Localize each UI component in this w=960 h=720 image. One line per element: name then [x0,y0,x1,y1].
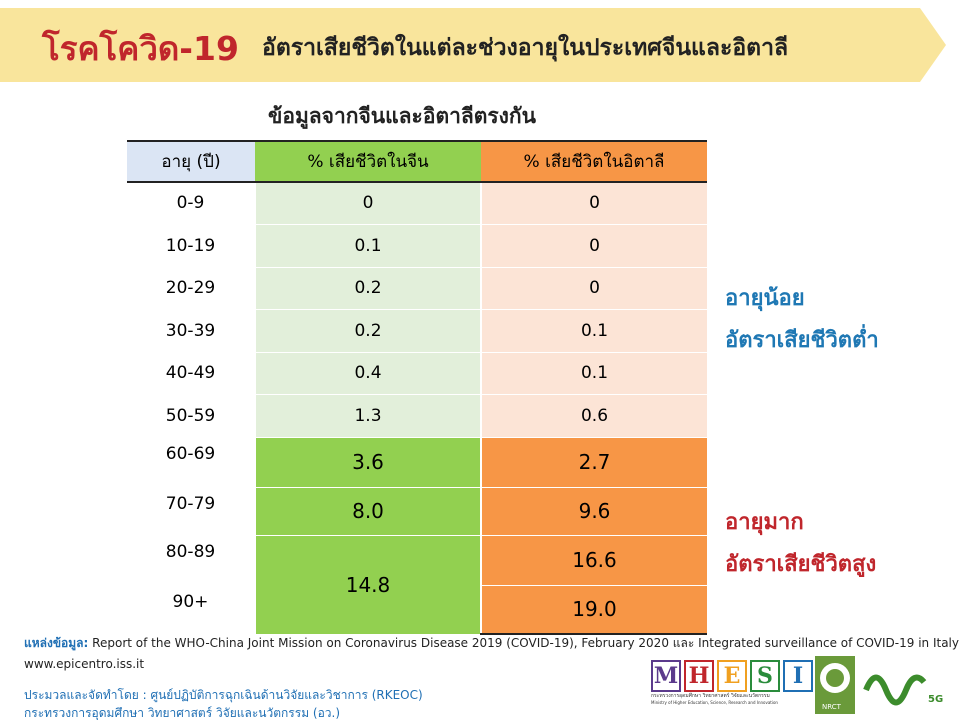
logo-letter: S [750,660,780,692]
note: อัตราเสียชีวิตสูง [725,552,877,577]
logo-letter: M [651,660,681,692]
nrct-logo [815,656,855,714]
rate-cell: 2.7 [480,437,707,488]
brand-logo [863,674,927,706]
rate-cell: 0.6 [480,394,707,438]
table-row: 0-9 0 0 [127,182,707,225]
prepared-by: ประมวลและจัดทำโดย : ศูนย์ปฏิบัติการฉุกเฉ… [24,688,423,702]
column-header: อายุ (ปี) [127,140,255,183]
fiveg-label: 5G [928,694,944,705]
table-caption: ข้อมูลจากจีนและอิตาลีตรงกัน [268,104,536,128]
rate-cell: 16.6 [480,535,707,586]
rate-cell: 0 [480,182,707,225]
rate-cell: 0.2 [254,309,481,353]
rate-cell: 0 [254,182,481,225]
rate-cell: 14.8 [254,535,481,635]
table-row: 70-79 8.0 9.6 [127,487,707,536]
table-row: 40-49 0.4 0.1 [127,352,707,395]
logo-letter: I [783,660,813,692]
rate-cell: 1.3 [254,394,481,438]
rate-cell: 0.1 [254,224,481,268]
ministry: กระทรวงการอุดมศึกษา วิทยาศาสตร์ วิจัยและ… [24,706,341,720]
rate-cell: 0.4 [254,352,481,395]
table-row: 10-19 0.1 0 [127,224,707,268]
rate-cell: 0.1 [480,352,707,395]
header-row: อายุ (ปี)% เสียชีวิตในจีน% เสียชีวิตในอิ… [127,140,707,183]
table-row: 50-59 1.3 0.6 [127,394,707,438]
logo-caption: Ministry of Higher Education, Science, R… [651,700,778,705]
rate-cell: 0.1 [480,309,707,353]
age-cell: 0-9 [127,182,255,225]
data-table: อายุ (ปี)% เสียชีวิตในจีน% เสียชีวิตในอิ… [127,140,707,635]
source-url: www.epicentro.iss.it [24,657,145,671]
rate-cell: 0 [480,224,707,268]
age-cell: 30-39 [127,309,255,353]
age-cell: 10-19 [127,224,255,268]
source-label: แหล่งข้อมูล: [24,636,89,650]
rate-cell: 0 [480,267,707,310]
source: แหล่งข้อมูล: Report of the WHO-China Joi… [24,634,960,653]
rate-cell: 3.6 [254,437,481,488]
title-banner [0,8,946,82]
logo-caption: กระทรวงการอุดมศึกษา วิทยาศาสตร์ วิจัยและ… [651,693,770,699]
title: โรคโควิด-19 [42,29,239,68]
source-text: Report of the WHO-China Joint Mission on… [92,636,960,650]
age-cell: 90+ [127,585,255,635]
age-cell: 80-89 [127,535,255,586]
age-cell: 40-49 [127,352,255,395]
logo-letter: H [684,660,714,692]
note: อายุน้อย [725,286,805,311]
table-row: 20-29 0.2 0 [127,267,707,310]
rate-cell: 9.6 [480,487,707,536]
age-cell: 60-69 [127,437,255,488]
table-row: 60-69 3.6 2.7 [127,437,707,488]
note: อัตราเสียชีวิตต่ำ [725,328,879,353]
rate-cell: 0.2 [254,267,481,310]
logo-letter: E [717,660,747,692]
column-header: % เสียชีวิตในอิตาลี [481,140,707,183]
table-row: 90+ 19.0 [127,585,707,635]
table-row: 80-89 14.8 16.6 [127,535,707,635]
subtitle: อัตราเสียชีวิตในแต่ละช่วงอายุในประเทศจีน… [262,35,789,61]
note: อายุมาก [725,510,804,535]
column-header: % เสียชีวิตในจีน [255,140,481,183]
age-cell: 20-29 [127,267,255,310]
age-cell: 70-79 [127,487,255,536]
rate-cell: 19.0 [480,585,707,635]
nrct-label: NRCT [822,703,841,711]
table-row: 30-39 0.2 0.1 [127,309,707,353]
rate-cell: 8.0 [254,487,481,536]
age-cell: 50-59 [127,394,255,438]
